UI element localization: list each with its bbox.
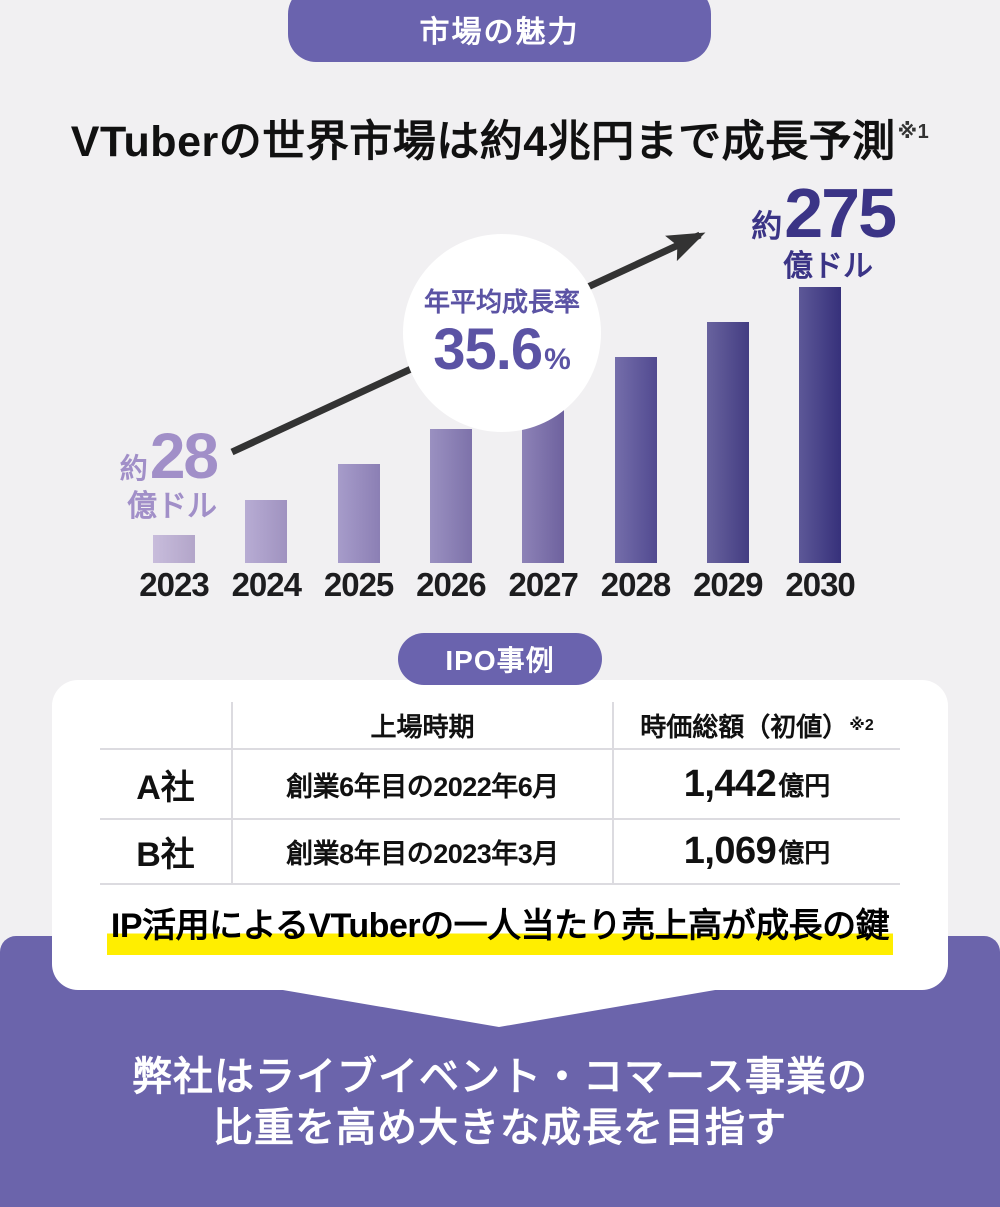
- cagr-circle: 年平均成長率 35.6 %: [403, 234, 601, 432]
- bar-2024: [245, 500, 288, 563]
- year-label-2024: 2024: [231, 566, 302, 603]
- key-message-highlighted: IP活用によるVTuberの一人当たり売上高が成長の鍵: [106, 898, 894, 955]
- market-growth-chart: 2023 2024 2025 2026 2027 2028 2029 2030 年平均成長率 …: [97, 174, 897, 603]
- bar-2030: [799, 287, 842, 563]
- marketcap-footnote-marker: ※2: [849, 717, 874, 734]
- cap-unit-b: 億円: [778, 838, 831, 868]
- goal-line-2: 比重を高め大きな成長を目指す: [213, 1106, 787, 1151]
- end-value-annotation: 約 275 億ドル: [715, 174, 897, 283]
- year-label-2025: 2025: [323, 566, 394, 603]
- ipo-badge-label: IPO事例: [445, 645, 555, 676]
- cagr-value: 35.6: [433, 316, 543, 382]
- cagr-value-row: 35.6 %: [433, 316, 571, 382]
- bar-2028: [614, 357, 657, 563]
- card-tail-pointer: [277, 989, 721, 1027]
- year-label-2026: 2026: [416, 566, 486, 603]
- table-row-company-b: B社: [100, 820, 231, 885]
- table-header-empty: [100, 702, 231, 750]
- section-badge-ipo: IPO事例: [398, 633, 602, 685]
- page-title: VTuberの世界市場は約4兆円まで成長予測 ※1: [0, 117, 1000, 169]
- goal-line-1: 弊社はライブイベント・コマース事業の: [132, 1055, 868, 1099]
- bar-2026: [429, 429, 472, 563]
- table-row-cap-b: 1,069 億円: [612, 820, 900, 885]
- cagr-label: 年平均成長率: [423, 286, 580, 317]
- year-label-2028: 2028: [600, 566, 671, 603]
- end-value-row: 約 275: [715, 174, 897, 252]
- bar-2023: [153, 535, 195, 563]
- table-row-cap-a: 1,442 億円: [612, 750, 900, 820]
- start-unit: 億ドル: [127, 490, 217, 523]
- ipo-table: 上場時期 時価総額（初値） ※2 A社 創業6年目の2022年6月 1,442 億…: [100, 702, 900, 885]
- start-approx: 約: [119, 453, 148, 484]
- cap-value-a: 1,442: [683, 762, 777, 805]
- table-header-marketcap-text: 時価総額（初値）: [640, 711, 849, 742]
- year-label-2030: 2030: [785, 566, 855, 603]
- cap-unit-a: 億円: [778, 770, 831, 801]
- start-value-annotation: 約 28 億ドル: [97, 420, 219, 523]
- table-header-marketcap: 時価総額（初値） ※2: [612, 702, 900, 750]
- end-approx: 約: [751, 209, 783, 244]
- company-goal-statement: 弊社はライブイベント・コマース事業の 比重を高め大きな成長を目指す: [0, 1052, 1000, 1154]
- table-header-listing: 上場時期: [231, 702, 612, 750]
- page-title-text: VTuberの世界市場は約4兆円まで成長予測: [70, 117, 896, 166]
- end-value: 275: [784, 174, 897, 252]
- year-label-2027: 2027: [508, 566, 578, 603]
- section-badge-label: 市場の魅力: [419, 16, 580, 49]
- bar-2025: [337, 464, 380, 563]
- bar-2029: [706, 322, 749, 563]
- year-label-2029: 2029: [693, 566, 763, 603]
- table-row-listing-b: 創業8年目の2023年3月: [231, 820, 612, 885]
- table-row-company-a: A社: [100, 750, 231, 820]
- section-badge-market-appeal: 市場の魅力: [288, 0, 711, 62]
- year-label-2023: 2023: [139, 566, 209, 603]
- cagr-unit: %: [544, 342, 571, 376]
- table-row-listing-a: 創業6年目の2022年6月: [231, 750, 612, 820]
- cap-value-b: 1,069: [683, 830, 777, 872]
- start-value: 28: [149, 420, 219, 492]
- key-message-wrap: IP活用によるVTuberの一人当たり売上高が成長の鍵: [52, 898, 948, 955]
- start-value-row: 約 28: [97, 420, 219, 492]
- end-unit: 億ドル: [783, 250, 873, 283]
- ipo-card: 上場時期 時価総額（初値） ※2 A社 創業6年目の2022年6月 1,442 億…: [52, 680, 948, 1027]
- title-footnote-marker: ※1: [897, 120, 930, 143]
